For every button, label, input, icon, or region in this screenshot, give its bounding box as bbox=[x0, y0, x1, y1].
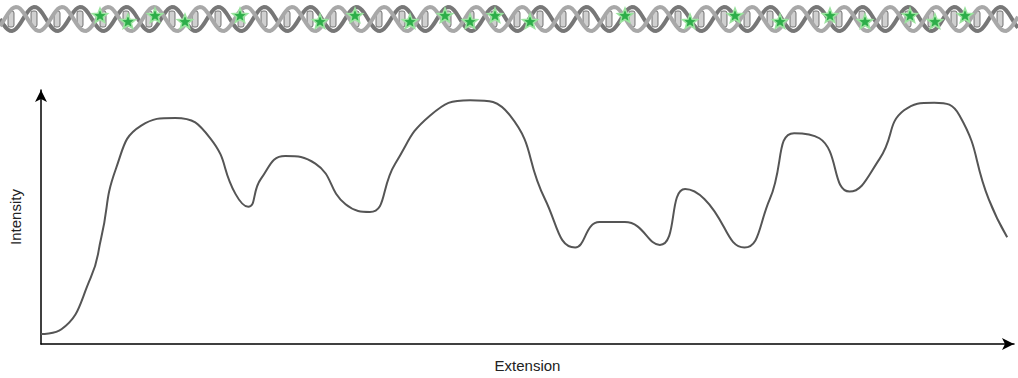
svg-text:Extension: Extension bbox=[495, 357, 561, 374]
svg-text:Intensity: Intensity bbox=[7, 189, 24, 245]
